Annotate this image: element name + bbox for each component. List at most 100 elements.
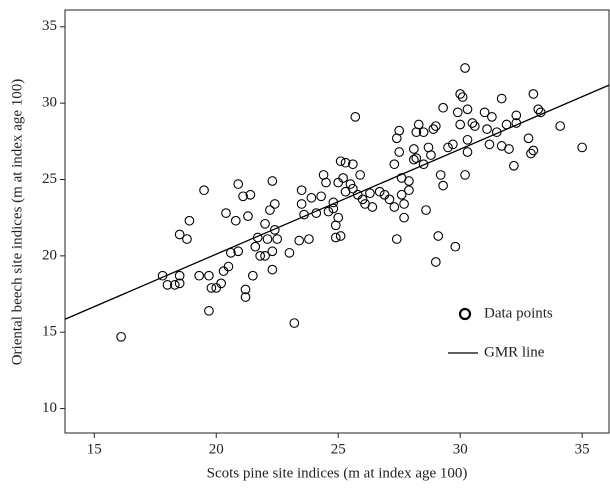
data-point [262, 234, 273, 244]
data-point [338, 173, 348, 183]
data-point [335, 231, 346, 241]
data-point [394, 147, 405, 157]
data-point [269, 225, 280, 235]
legend-marker [458, 307, 472, 321]
data-point [174, 278, 185, 289]
data-point [265, 205, 275, 215]
x-axis-label: Scots pine site indices (m at index age … [207, 465, 468, 481]
legend-label: GMR line [484, 344, 545, 360]
y-tick-label: 25 [42, 171, 57, 187]
x-tick-label: 30 [453, 441, 468, 457]
data-point [240, 284, 251, 295]
data-point [243, 211, 253, 222]
data-point [482, 124, 492, 134]
data-point [199, 185, 209, 196]
data-point [245, 189, 256, 200]
data-point [233, 246, 244, 257]
data-point [487, 112, 497, 122]
data-point [413, 119, 424, 130]
regression-line [65, 84, 609, 320]
data-point [162, 280, 173, 290]
data-point [399, 199, 409, 209]
data-point [316, 191, 326, 202]
data-point [411, 153, 422, 163]
data-point [396, 189, 407, 200]
data-point [384, 194, 395, 205]
data-point [448, 139, 458, 150]
data-point [438, 180, 448, 191]
data-point [374, 186, 385, 197]
data-point [267, 246, 278, 257]
y-tick-label: 15 [42, 324, 57, 340]
data-point [116, 331, 126, 342]
data-point [267, 264, 278, 275]
data-point [333, 177, 344, 188]
data-point [460, 63, 470, 73]
data-point [367, 202, 378, 212]
data-point [323, 206, 334, 217]
data-point [284, 247, 295, 258]
data-point [335, 156, 346, 167]
data-point [421, 205, 431, 215]
x-tick-label: 25 [331, 441, 346, 457]
data-point [238, 191, 248, 202]
data-point [443, 142, 453, 153]
data-point [462, 134, 473, 145]
data-point [216, 278, 226, 289]
data-point [218, 266, 229, 276]
y-tick-label: 20 [42, 247, 57, 263]
data-point [296, 199, 307, 209]
plot-layer [65, 63, 609, 342]
data-point [438, 102, 448, 113]
data-point [333, 212, 344, 223]
x-tick-label: 15 [87, 441, 102, 457]
data-point [469, 121, 480, 131]
data-point [169, 280, 180, 290]
data-point [509, 160, 519, 171]
data-point [523, 133, 534, 144]
data-point [496, 93, 507, 104]
data-point [426, 150, 436, 160]
data-point [247, 270, 258, 281]
data-point [428, 124, 439, 134]
data-point [435, 170, 446, 180]
data-point [430, 257, 441, 267]
data-point [430, 121, 441, 131]
data-point [528, 89, 539, 99]
data-point [399, 212, 409, 223]
data-point [350, 112, 361, 122]
data-point [433, 231, 444, 241]
data-point [348, 159, 358, 170]
data-point [450, 241, 461, 252]
data-point [340, 157, 351, 168]
data-point [555, 121, 566, 131]
data-point [182, 234, 192, 244]
data-point [462, 104, 473, 115]
data-point [479, 107, 490, 118]
data-point [357, 194, 368, 205]
data-point [452, 107, 463, 118]
data-point [174, 229, 185, 240]
data-point [408, 154, 419, 165]
data-point [408, 144, 419, 154]
y-axis-label: Oriental beech site indices (m at index … [9, 79, 25, 366]
data-point [269, 199, 280, 209]
data-point [230, 215, 241, 226]
data-point [221, 208, 231, 218]
data-point [467, 118, 478, 128]
data-point [504, 144, 514, 154]
data-point [389, 159, 400, 170]
data-point [204, 270, 214, 281]
data-point [289, 318, 300, 328]
data-point [577, 142, 588, 153]
data-point [379, 189, 390, 200]
data-point [233, 179, 244, 189]
data-point [533, 104, 544, 115]
data-point [404, 185, 414, 196]
data-point [345, 179, 356, 189]
plot-frame [64, 9, 610, 434]
data-point [391, 234, 402, 244]
data-point [240, 292, 251, 302]
